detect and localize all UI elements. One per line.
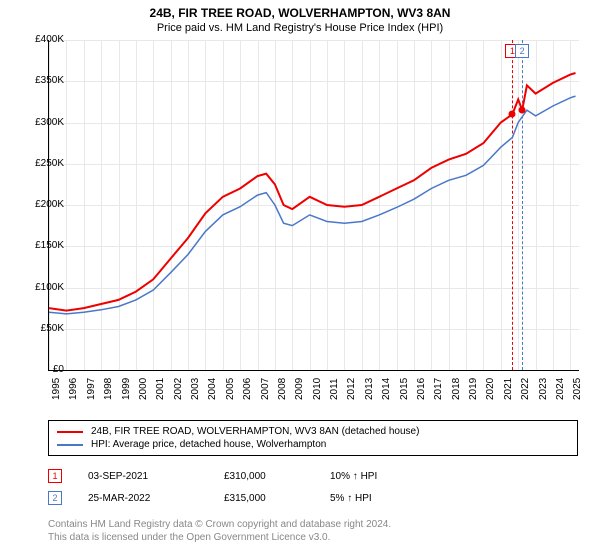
x-axis-label: 2021 <box>503 378 514 400</box>
x-axis-label: 2023 <box>538 378 549 400</box>
x-axis-label: 2020 <box>485 378 496 400</box>
x-axis-label: 2019 <box>468 378 479 400</box>
sale-point <box>519 107 526 114</box>
x-axis-label: 2009 <box>294 378 305 400</box>
y-axis-label: £100K <box>4 282 64 293</box>
x-axis-label: 2012 <box>346 378 357 400</box>
chart-container: 24B, FIR TREE ROAD, WOLVERHAMPTON, WV3 8… <box>0 0 600 560</box>
sale-row: 1 03-SEP-2021 £310,000 10% ↑ HPI <box>48 465 578 487</box>
y-axis-label: £150K <box>4 240 64 251</box>
y-axis-label: £350K <box>4 75 64 86</box>
y-axis-label: £300K <box>4 117 64 128</box>
x-axis-label: 2011 <box>329 378 340 400</box>
y-axis-label: £50K <box>4 323 64 334</box>
x-axis-label: 2025 <box>572 378 583 400</box>
sale-point <box>509 111 516 118</box>
sale-price: £315,000 <box>224 493 304 504</box>
sale-row: 2 25-MAR-2022 £315,000 5% ↑ HPI <box>48 487 578 509</box>
legend-label: 24B, FIR TREE ROAD, WOLVERHAMPTON, WV3 8… <box>91 426 419 437</box>
x-axis-label: 2002 <box>173 378 184 400</box>
plot-area: 12 <box>48 40 579 371</box>
x-axis-label: 1998 <box>103 378 114 400</box>
x-axis-label: 2005 <box>225 378 236 400</box>
attribution: Contains HM Land Registry data © Crown c… <box>48 518 578 544</box>
x-axis-label: 2024 <box>555 378 566 400</box>
sale-num-box: 1 <box>48 469 62 483</box>
attribution-line2: This data is licensed under the Open Gov… <box>48 531 578 544</box>
x-axis-label: 2022 <box>520 378 531 400</box>
x-axis-label: 2003 <box>190 378 201 400</box>
x-axis-label: 2018 <box>451 378 462 400</box>
chart-title: 24B, FIR TREE ROAD, WOLVERHAMPTON, WV3 8… <box>0 0 600 20</box>
sale-pct: 10% ↑ HPI <box>330 471 377 482</box>
x-axis-label: 2001 <box>155 378 166 400</box>
y-axis-label: £200K <box>4 199 64 210</box>
chart-subtitle: Price paid vs. HM Land Registry's House … <box>0 20 600 34</box>
legend: 24B, FIR TREE ROAD, WOLVERHAMPTON, WV3 8… <box>48 420 578 456</box>
x-axis-label: 2008 <box>277 378 288 400</box>
x-axis-label: 1996 <box>68 378 79 400</box>
sale-num-box: 2 <box>48 491 62 505</box>
sale-pct: 5% ↑ HPI <box>330 493 372 504</box>
x-axis-label: 1997 <box>86 378 97 400</box>
sale-price: £310,000 <box>224 471 304 482</box>
x-axis-label: 2006 <box>242 378 253 400</box>
x-axis-label: 2017 <box>433 378 444 400</box>
legend-swatch <box>57 444 83 446</box>
x-axis-label: 2013 <box>364 378 375 400</box>
x-axis-label: 2015 <box>399 378 410 400</box>
x-axis-label: 2007 <box>260 378 271 400</box>
x-axis-label: 2016 <box>416 378 427 400</box>
legend-item: HPI: Average price, detached house, Wolv… <box>57 438 569 451</box>
x-axis-label: 2004 <box>207 378 218 400</box>
sale-date: 25-MAR-2022 <box>88 493 198 504</box>
x-axis-label: 2010 <box>312 378 323 400</box>
y-axis-label: £250K <box>4 158 64 169</box>
legend-swatch <box>57 431 83 433</box>
x-axis-label: 2014 <box>381 378 392 400</box>
x-axis-label: 1995 <box>51 378 62 400</box>
x-axis-label: 1999 <box>121 378 132 400</box>
legend-label: HPI: Average price, detached house, Wolv… <box>91 439 326 450</box>
legend-item: 24B, FIR TREE ROAD, WOLVERHAMPTON, WV3 8… <box>57 425 569 438</box>
sale-date: 03-SEP-2021 <box>88 471 198 482</box>
y-axis-label: £400K <box>4 34 64 45</box>
sales-table: 1 03-SEP-2021 £310,000 10% ↑ HPI 2 25-MAR-202… <box>48 465 578 509</box>
y-axis-label: £0 <box>4 364 64 375</box>
x-axis-label: 2000 <box>138 378 149 400</box>
attribution-line1: Contains HM Land Registry data © Crown c… <box>48 518 578 531</box>
